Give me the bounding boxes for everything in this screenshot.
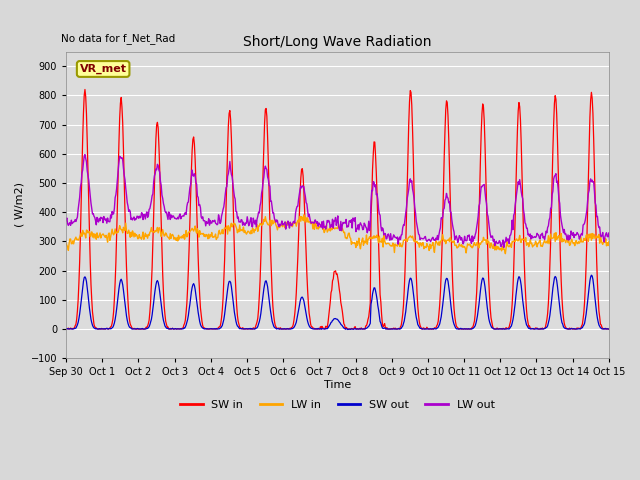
Title: Short/Long Wave Radiation: Short/Long Wave Radiation <box>243 35 432 49</box>
LW out <box>131 217 139 223</box>
LW out <box>81 152 89 157</box>
LW in <box>130 234 138 240</box>
SW in <box>449 294 457 300</box>
SW out <box>130 326 138 332</box>
Line: LW in: LW in <box>66 215 640 253</box>
SW in <box>62 326 70 332</box>
Line: LW out: LW out <box>66 155 640 247</box>
LW in <box>300 212 308 218</box>
Text: VR_met: VR_met <box>79 64 127 74</box>
LW in <box>416 240 424 246</box>
Y-axis label: ( W/m2): ( W/m2) <box>15 182 25 228</box>
SW out <box>265 297 273 303</box>
SW out <box>237 326 244 332</box>
SW in <box>417 324 425 330</box>
LW in <box>502 251 509 256</box>
LW in <box>62 240 70 246</box>
LW out <box>62 218 70 224</box>
SW out <box>449 315 456 321</box>
SW out <box>287 326 295 332</box>
LW out <box>500 244 508 250</box>
X-axis label: Time: Time <box>324 380 351 390</box>
LW out <box>416 237 424 242</box>
LW out <box>266 183 274 189</box>
SW out <box>344 326 351 332</box>
LW in <box>237 228 244 234</box>
SW out <box>416 325 424 331</box>
SW in <box>238 326 246 332</box>
LW in <box>265 222 273 228</box>
Line: SW out: SW out <box>66 275 640 329</box>
LW in <box>287 223 295 229</box>
SW in <box>132 326 140 332</box>
Line: SW in: SW in <box>66 89 640 329</box>
LW out <box>237 217 245 223</box>
SW in <box>81 86 89 92</box>
SW out <box>588 272 595 278</box>
LW out <box>449 222 456 228</box>
SW out <box>62 326 70 332</box>
Legend: SW in, LW in, SW out, LW out: SW in, LW in, SW out, LW out <box>176 395 499 414</box>
SW in <box>267 249 275 254</box>
SW in <box>63 326 70 332</box>
SW in <box>289 324 296 330</box>
LW out <box>288 223 296 228</box>
LW in <box>449 240 456 245</box>
Text: No data for f_Net_Rad: No data for f_Net_Rad <box>61 33 175 44</box>
